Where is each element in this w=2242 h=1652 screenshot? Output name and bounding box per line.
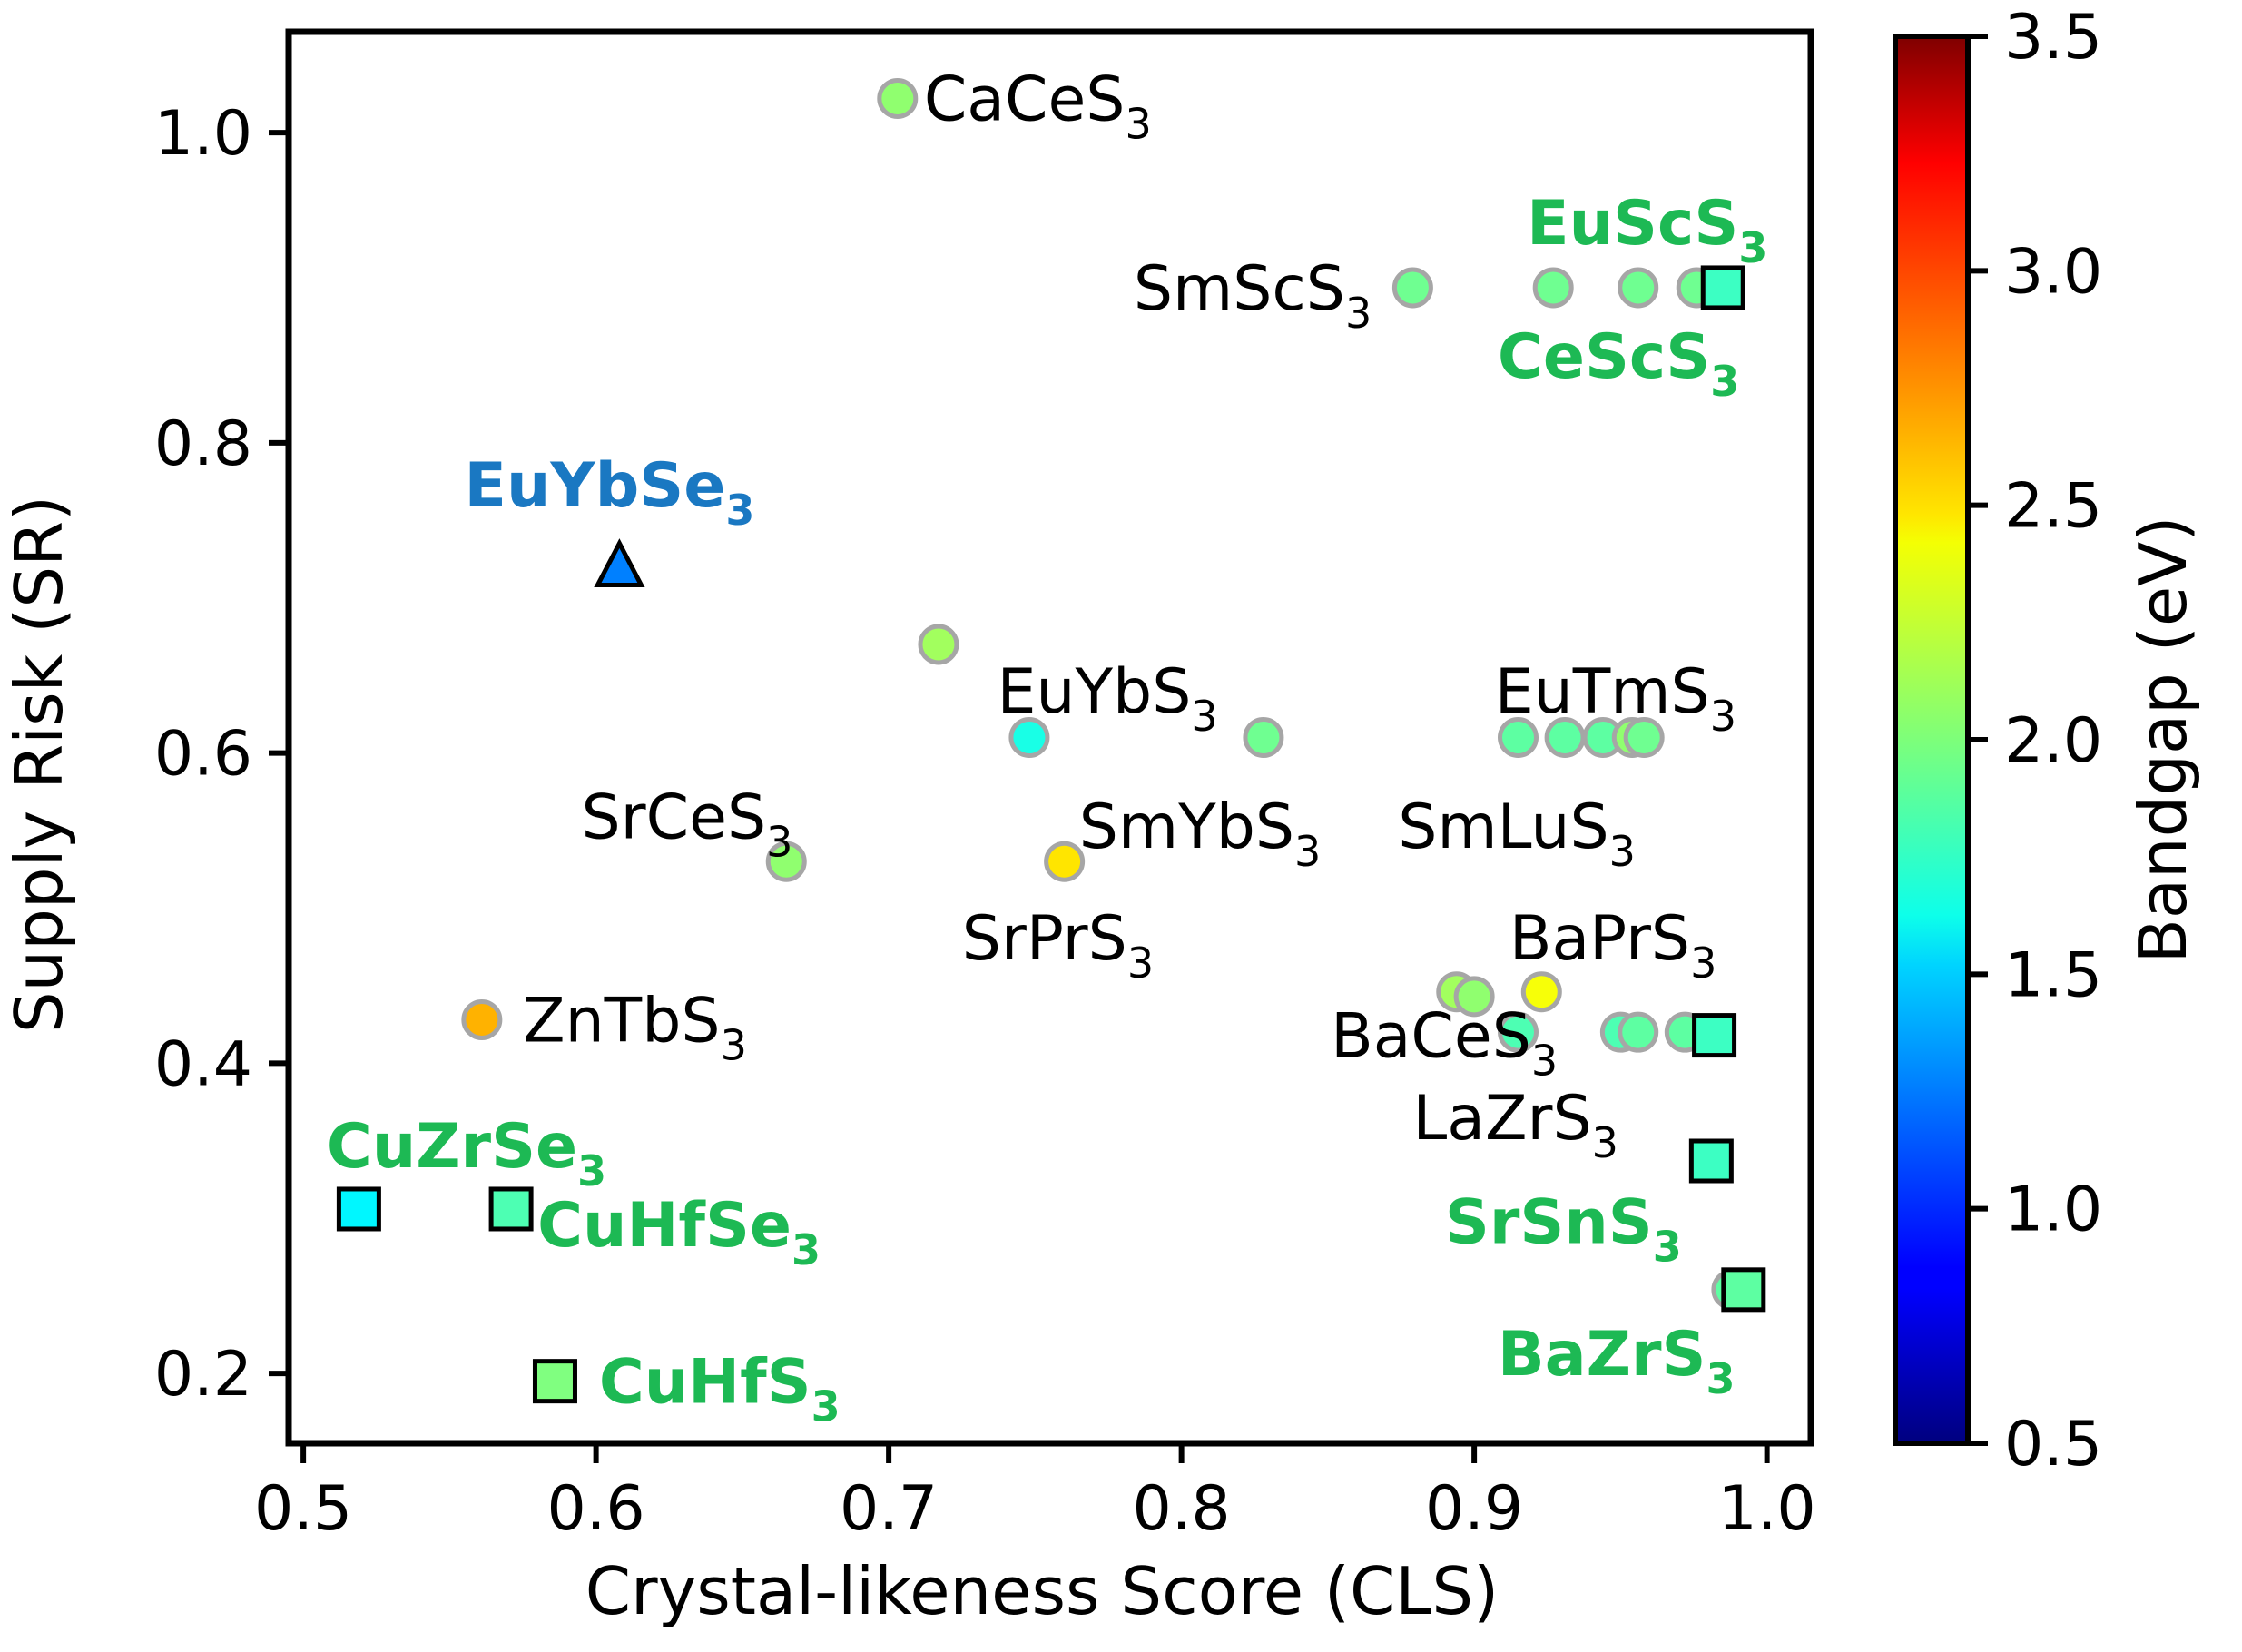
scatter-point-square [1692,1013,1737,1058]
colorbar-tick-label: 1.5 [2004,939,2102,1011]
scatter-point-circle [1498,1011,1539,1053]
scatter-point-circle [1391,267,1433,309]
point-label: CaCeS3 [924,64,1152,148]
point-label: EuYbSe3 [465,450,755,535]
scatter-point-circle [918,624,959,665]
point-label: CuHfSe3 [537,1190,821,1274]
point-label: CuZrSe3 [327,1111,606,1195]
point-label: SmYbS3 [1079,792,1322,876]
axis-ticks: 0.5 0.6 0.7 0.8 0.9 1.0 0.2 0.4 0.6 0.8 1.0 [154,98,1816,1545]
scatter-point-circle [1008,717,1050,758]
x-tick-label: 0.6 [547,1473,645,1545]
point-labels: CaCeS3 SmScS3 EuScS3 CeScS3 EuYbSe3 EuYbS3 EuT… [327,64,1767,1431]
point-label: EuScS3 [1527,188,1767,272]
y-tick-label: 1.0 [154,98,252,170]
y-tick-label: 0.2 [154,1339,252,1411]
point-label: SrCeS3 [582,782,793,867]
scatter-point-circle [1520,971,1562,1013]
point-label: BaPrS3 [1509,903,1717,988]
y-tick-label: 0.8 [154,408,252,480]
point-label: CeScS3 [1498,321,1739,406]
scatter-point-circle [1453,976,1495,1018]
point-label: SmLuS3 [1398,792,1636,876]
y-axis-label: Supply Risk (SR) [1,496,77,1033]
scatter-point-square [488,1186,534,1232]
x-tick-label: 1.0 [1718,1473,1816,1545]
x-tick-label: 0.5 [254,1473,352,1545]
colorbar-ticks: 0.5 1.0 1.5 2.0 2.5 3.0 3.5 [1968,2,2102,1480]
scatter-point-square [1688,1138,1734,1184]
x-tick-label: 0.9 [1425,1473,1523,1545]
scatter-point-circle [1618,267,1659,309]
colorbar-tick-label: 3.5 [2004,2,2102,74]
point-label: CuHfS3 [599,1347,841,1431]
colorbar-tick-label: 2.5 [2004,471,2102,543]
colorbar-gradient [1893,34,1971,1446]
scatter-point-circle [877,77,919,119]
scatter-point-circle [461,999,503,1040]
colorbar: 0.5 1.0 1.5 2.0 2.5 3.0 3.5 Bandgap (eV) [1893,2,2201,1480]
colorbar-label: Bandgap (eV) [2125,516,2201,964]
plot-area: 0.5 0.6 0.7 0.8 0.9 1.0 0.2 0.4 0.6 0.8 1.0 CaCeS3… [154,28,1816,1545]
x-axis-label: Crystal-likeness Score (CLS) [585,1553,1499,1629]
scatter-point-circle [1618,1011,1659,1053]
point-label: BaZrS3 [1498,1319,1736,1403]
point-label: SrSnS3 [1445,1187,1682,1272]
scatter-point-square [1700,265,1745,310]
scatter-point-circle [1243,717,1284,758]
scatter-point-circle [1532,267,1574,309]
point-label: BaCeS3 [1331,1001,1558,1086]
point-label: SrPrS3 [962,903,1154,988]
y-tick-label: 0.6 [154,719,252,791]
point-label: ZnTbS3 [523,986,747,1070]
scatter-markers [336,77,1766,1404]
scatter-point-square [1721,1267,1766,1313]
x-tick-label: 0.7 [840,1473,938,1545]
colorbar-tick-label: 3.0 [2004,236,2102,308]
scatter-point-triangle [594,538,645,588]
x-tick-label: 0.8 [1133,1473,1231,1545]
colorbar-tick-label: 0.5 [2004,1409,2102,1480]
scatter-point-circle [1498,717,1539,758]
colorbar-tick-label: 1.0 [2004,1175,2102,1246]
point-label: EuYbS3 [997,656,1217,741]
point-label: EuTmS3 [1495,656,1736,741]
y-tick-label: 0.4 [154,1028,252,1100]
scatter-point-circle [765,841,807,882]
scatter-point-circle [1623,717,1665,758]
point-label: SmScS3 [1134,253,1372,338]
scatter-point-square [336,1186,381,1232]
scatter-point-square [532,1359,577,1404]
point-label: LaZrS3 [1412,1083,1618,1167]
colorbar-tick-label: 2.0 [2004,705,2102,777]
scatter-point-circle [1044,841,1086,882]
